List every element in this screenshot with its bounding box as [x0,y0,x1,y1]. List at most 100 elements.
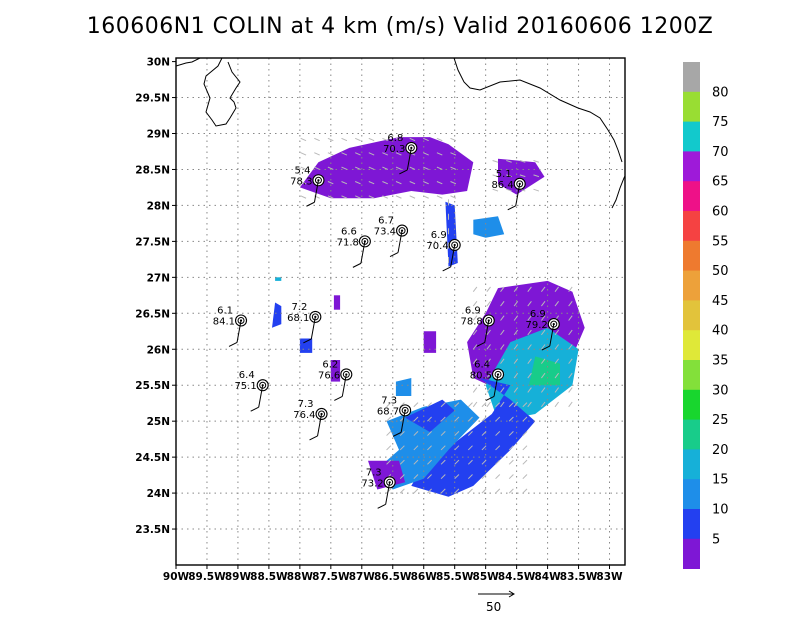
observation-barb [341,374,347,397]
wind-vector [395,166,402,170]
wind-vector [436,181,443,185]
observation-marker: 6.773.4 [374,216,409,258]
wind-vector [409,181,416,185]
observation-barb [258,385,264,408]
colorbar-segment [683,509,700,540]
wind-vector [427,445,432,451]
wind-vector [423,137,429,142]
observation-ring-inner [342,370,350,378]
wind-vector [382,137,389,142]
observation-barb-flag [541,345,551,351]
x-tick-label: 89.5W [188,571,226,583]
wind-vector [500,315,505,321]
observation-marker: 7.368.7 [377,395,412,437]
wind-vector [568,329,573,336]
wind-vector [513,329,519,336]
observation-value-top: 6.9 [465,305,481,316]
wind-vector [440,431,446,436]
wind-vector [554,387,560,393]
wind-vector [508,402,514,408]
observation-ring-inner [314,176,322,184]
wind-vector [300,195,307,199]
observation-ring-inner [451,241,459,249]
wind-vector [554,401,560,408]
wind-vector [568,358,573,364]
wind-vector [368,166,375,170]
wind-vector [399,459,405,465]
colorbar-segment [683,151,700,182]
wind-speed-region [395,378,412,396]
wind-vector [399,474,405,480]
wind-vector [513,358,519,364]
colorbar-segment [683,211,700,242]
colorbar-segment [683,300,700,331]
observation-value-top: 6.4 [239,370,255,381]
wind-vector [540,286,546,293]
x-tick-label: 87.5W [312,571,350,583]
observation-value-top: 6.1 [217,305,233,316]
observation-ring-inner [550,320,558,328]
wind-speed-region [368,460,406,490]
observation-marker: 7.373.2 [361,467,396,509]
colorbar-label: 15 [712,473,729,488]
wind-vector [427,402,432,408]
wind-vector [382,152,389,156]
wind-vector [522,431,528,436]
wind-vector [495,459,501,465]
wind-vector [500,286,505,293]
colorbar-segment [683,91,700,122]
colorbar-segment [683,240,700,271]
observation-barb-flag [352,262,362,268]
wind-vector [554,329,559,336]
observation-value-bottom: 76.4 [293,410,315,421]
x-tick-label: 83.5W [560,571,598,583]
x-tick-label: 83W [596,571,623,583]
wind-vector [527,344,532,350]
observation-value-top: 6.9 [431,230,447,241]
wind-vector [368,181,375,185]
wind-vector [500,301,505,307]
wind-vector [508,459,514,465]
x-tick-label: 84W [534,571,561,583]
wind-vector [540,358,546,364]
observation-barb [450,244,456,268]
observation-value-top: 6.2 [322,359,338,370]
observation-ring-inner [407,144,415,152]
observation-ring-inner [398,227,406,235]
colorbar-label: 10 [712,503,729,518]
wind-vector [527,358,532,364]
observation-barb-flag [250,406,259,412]
wind-vector [327,181,334,185]
coastline [176,58,625,209]
colorbar-label: 45 [712,294,729,309]
wind-vector [568,315,573,321]
y-tick-label: 24N [147,488,170,500]
wind-vector [522,445,528,451]
wind-vector [436,152,443,156]
wind-vector [413,431,419,436]
wind-vector [481,402,487,408]
colorbar-label: 35 [712,354,729,369]
observation-barb [493,374,499,397]
observation-barb [317,413,323,437]
wind-vector [341,181,348,185]
x-tick-label: 88.5W [250,571,288,583]
x-tick-label: 84.5W [498,571,536,583]
wind-speed-region [333,295,341,310]
longitude-ticks: 90W 89.5W 89W 88.5W 88W 87.5W 87W 86.5W 86W 85.5W… [163,565,623,583]
wind-speed-region [473,216,505,238]
colorbar-label: 65 [712,175,729,190]
observation-value-bottom: 70.3 [383,144,405,155]
observation-barb-flag [485,395,495,401]
wind-vector [500,344,505,350]
wind-vector [481,488,487,494]
colorbar-label: 25 [712,413,729,428]
wind-vector [472,344,478,350]
x-tick-label: 86.5W [374,571,412,583]
observation-value-bottom: 73.4 [374,227,396,238]
wind-vector [467,474,473,480]
wind-vector [495,431,501,436]
wind-vector [395,181,402,185]
wind-vector [354,152,361,156]
wind-vector [314,166,320,170]
